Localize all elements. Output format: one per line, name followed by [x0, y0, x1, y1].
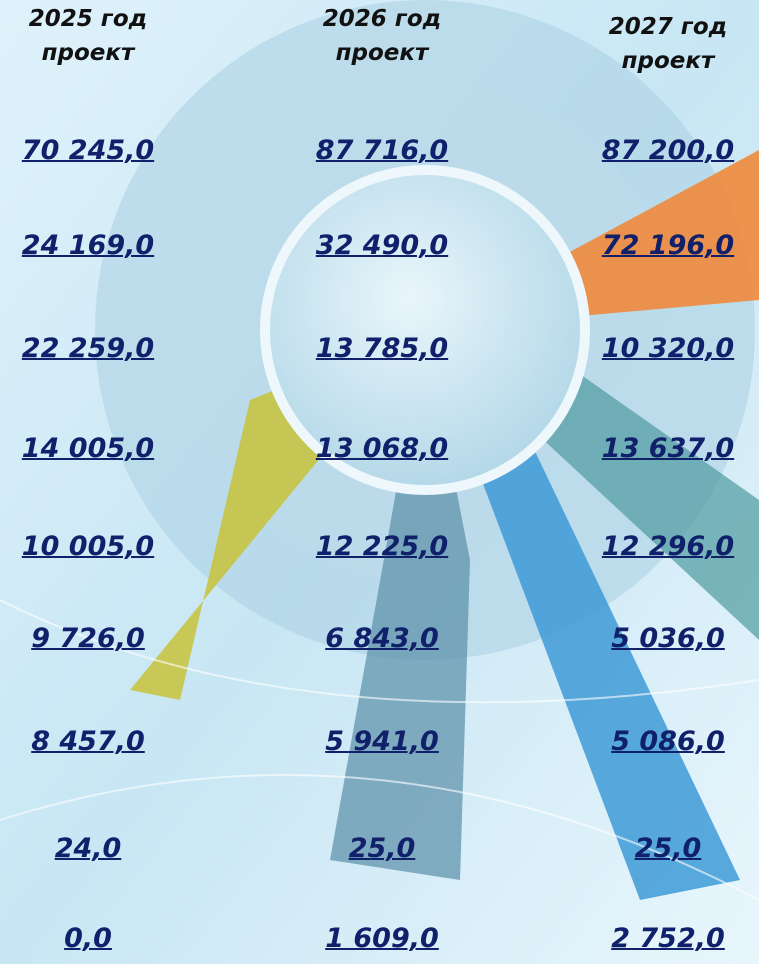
value-link[interactable]: 13 785,0	[315, 333, 449, 364]
value-link[interactable]: 9 726,0	[31, 623, 145, 654]
value-link[interactable]: 72 196,0	[601, 230, 735, 261]
value-link[interactable]: 87 200,0	[601, 135, 735, 166]
value-link[interactable]: 8 457,0	[31, 726, 145, 757]
column-year: 2026 год	[322, 6, 442, 32]
column-note: проект	[41, 40, 135, 66]
value-link[interactable]: 25,0	[634, 833, 702, 864]
value-link[interactable]: 1 609,0	[325, 923, 439, 954]
value-link[interactable]: 5 036,0	[611, 623, 725, 654]
value-link[interactable]: 24 169,0	[21, 230, 155, 261]
value-link[interactable]: 10 005,0	[21, 531, 155, 562]
value-link[interactable]: 70 245,0	[21, 135, 155, 166]
value-link[interactable]: 10 320,0	[601, 333, 735, 364]
value-link[interactable]: 12 225,0	[315, 531, 449, 562]
value-link[interactable]: 12 296,0	[601, 531, 735, 562]
value-link[interactable]: 14 005,0	[21, 433, 155, 464]
value-link[interactable]: 0,0	[64, 923, 112, 954]
value-link[interactable]: 6 843,0	[325, 623, 439, 654]
value-link[interactable]: 5 941,0	[325, 726, 439, 757]
value-link[interactable]: 2 752,0	[611, 923, 725, 954]
value-link[interactable]: 24,0	[54, 833, 122, 864]
column-year: 2025 год	[28, 6, 148, 32]
value-link[interactable]: 22 259,0	[21, 333, 155, 364]
value-link[interactable]: 25,0	[348, 833, 416, 864]
column-note: проект	[621, 48, 715, 74]
value-link[interactable]: 32 490,0	[315, 230, 449, 261]
value-link[interactable]: 13 068,0	[315, 433, 449, 464]
value-link[interactable]: 5 086,0	[611, 726, 725, 757]
column-year: 2027 год	[608, 14, 728, 40]
value-link[interactable]: 13 637,0	[601, 433, 735, 464]
column-note: проект	[335, 40, 429, 66]
value-link[interactable]: 87 716,0	[315, 135, 449, 166]
